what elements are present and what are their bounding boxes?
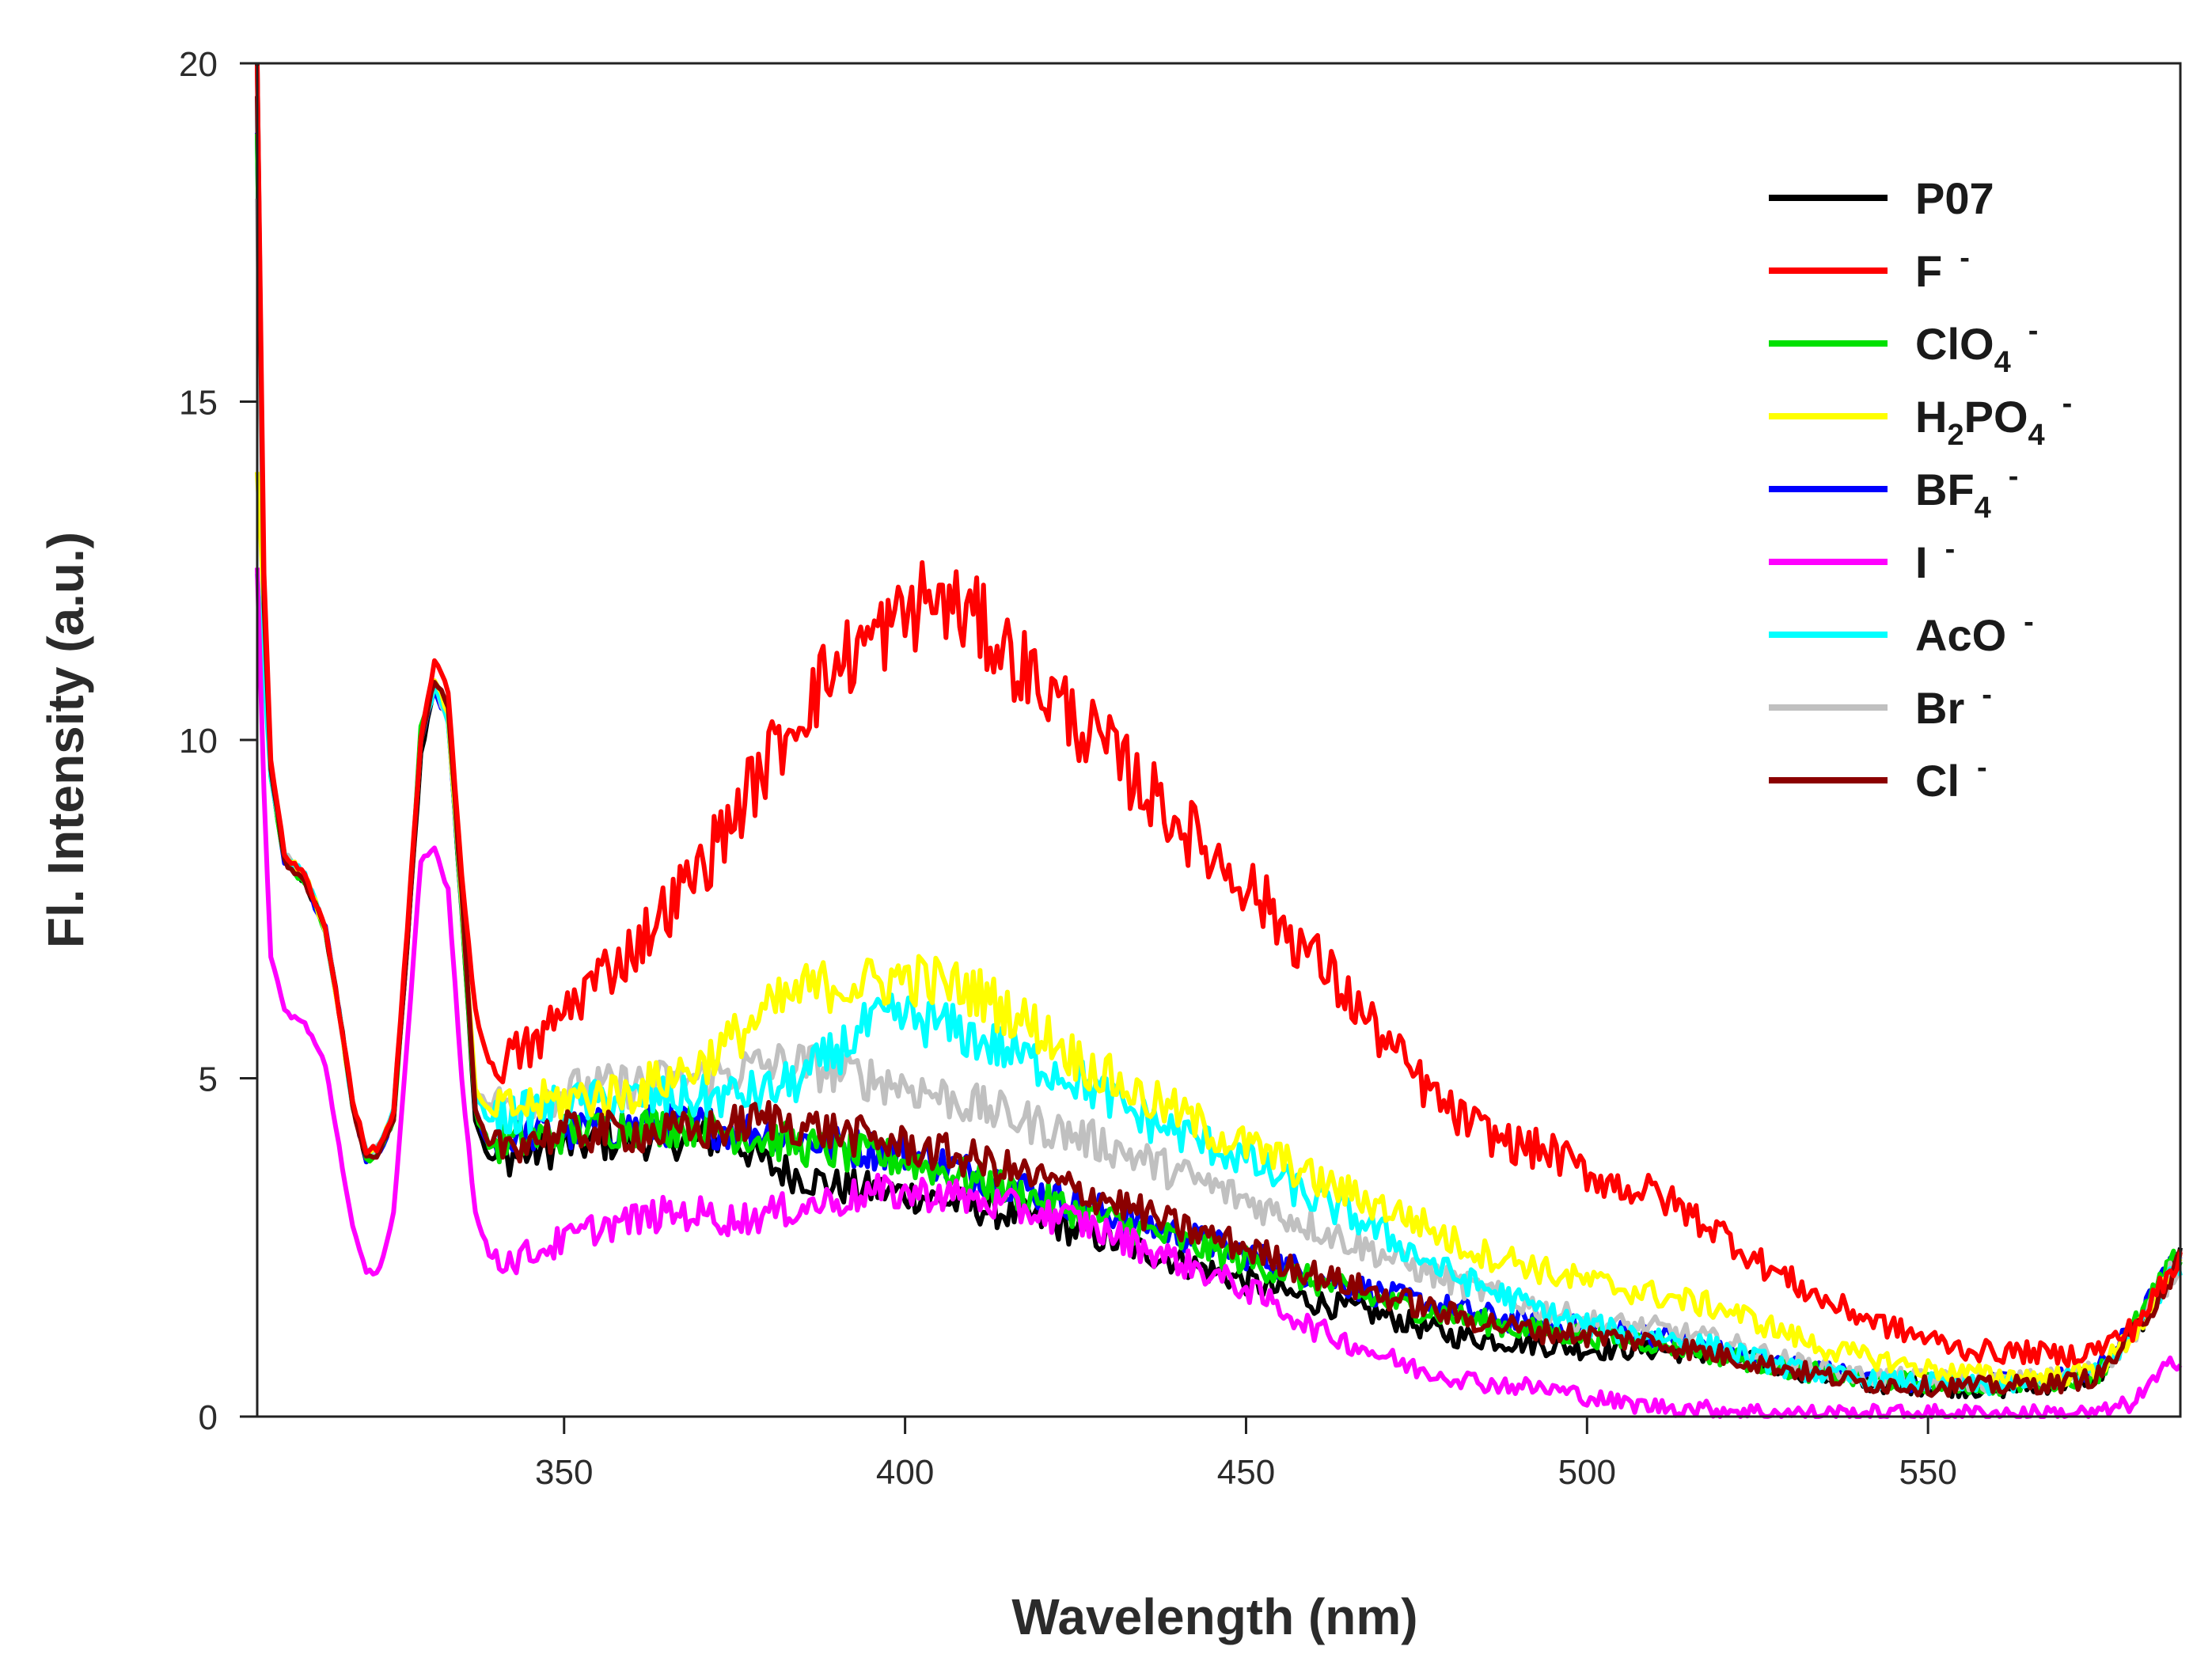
- x-tick-label: 550: [1899, 1453, 1956, 1492]
- y-tick-label: 15: [179, 384, 218, 423]
- series-line-p07: [255, 96, 2183, 1400]
- y-tick-label: 10: [179, 722, 218, 761]
- y-axis-title: Fl. Intensity (a.u.): [37, 532, 94, 948]
- series-layer: [255, 63, 2183, 1419]
- series-line-cl: [255, 63, 2183, 1398]
- legend-label: Cl -: [1915, 751, 1987, 806]
- series-line-h2po4: [255, 472, 2183, 1388]
- series-line-clo4: [255, 133, 2183, 1397]
- series-line-bf4: [255, 132, 2183, 1394]
- x-axis-title: Wavelength (nm): [1011, 1588, 1417, 1645]
- legend-label: BF4-: [1915, 460, 2018, 525]
- legend-label: Br -: [1915, 678, 1992, 733]
- legend: P07 F - ClO4- H2PO4- BF4- I - AcO - Br - Cl -: [1769, 173, 2072, 806]
- legend-label: AcO -: [1915, 605, 2034, 660]
- x-tick-label: 400: [876, 1453, 934, 1492]
- series-line-f: [255, 66, 2183, 1368]
- x-tick-label: 350: [535, 1453, 593, 1492]
- y-tick-label: 20: [179, 45, 218, 84]
- ticks-layer: 350 400 450 500 550 0 5 10 15 20: [179, 45, 1957, 1492]
- legend-label: F-: [1915, 241, 1970, 296]
- legend-label: H2PO4-: [1915, 387, 2072, 452]
- y-tick-label: 5: [199, 1060, 218, 1099]
- plot-frame: [256, 62, 2182, 1418]
- legend-label: ClO4-: [1915, 314, 2038, 379]
- x-tick-label: 450: [1217, 1453, 1275, 1492]
- series-line-br: [255, 198, 2183, 1394]
- legend-label: P07: [1915, 173, 1994, 223]
- legend-label: I-: [1915, 533, 1955, 587]
- series-line-i: [255, 567, 2183, 1419]
- y-tick-label: 0: [199, 1398, 218, 1437]
- x-tick-label: 500: [1558, 1453, 1616, 1492]
